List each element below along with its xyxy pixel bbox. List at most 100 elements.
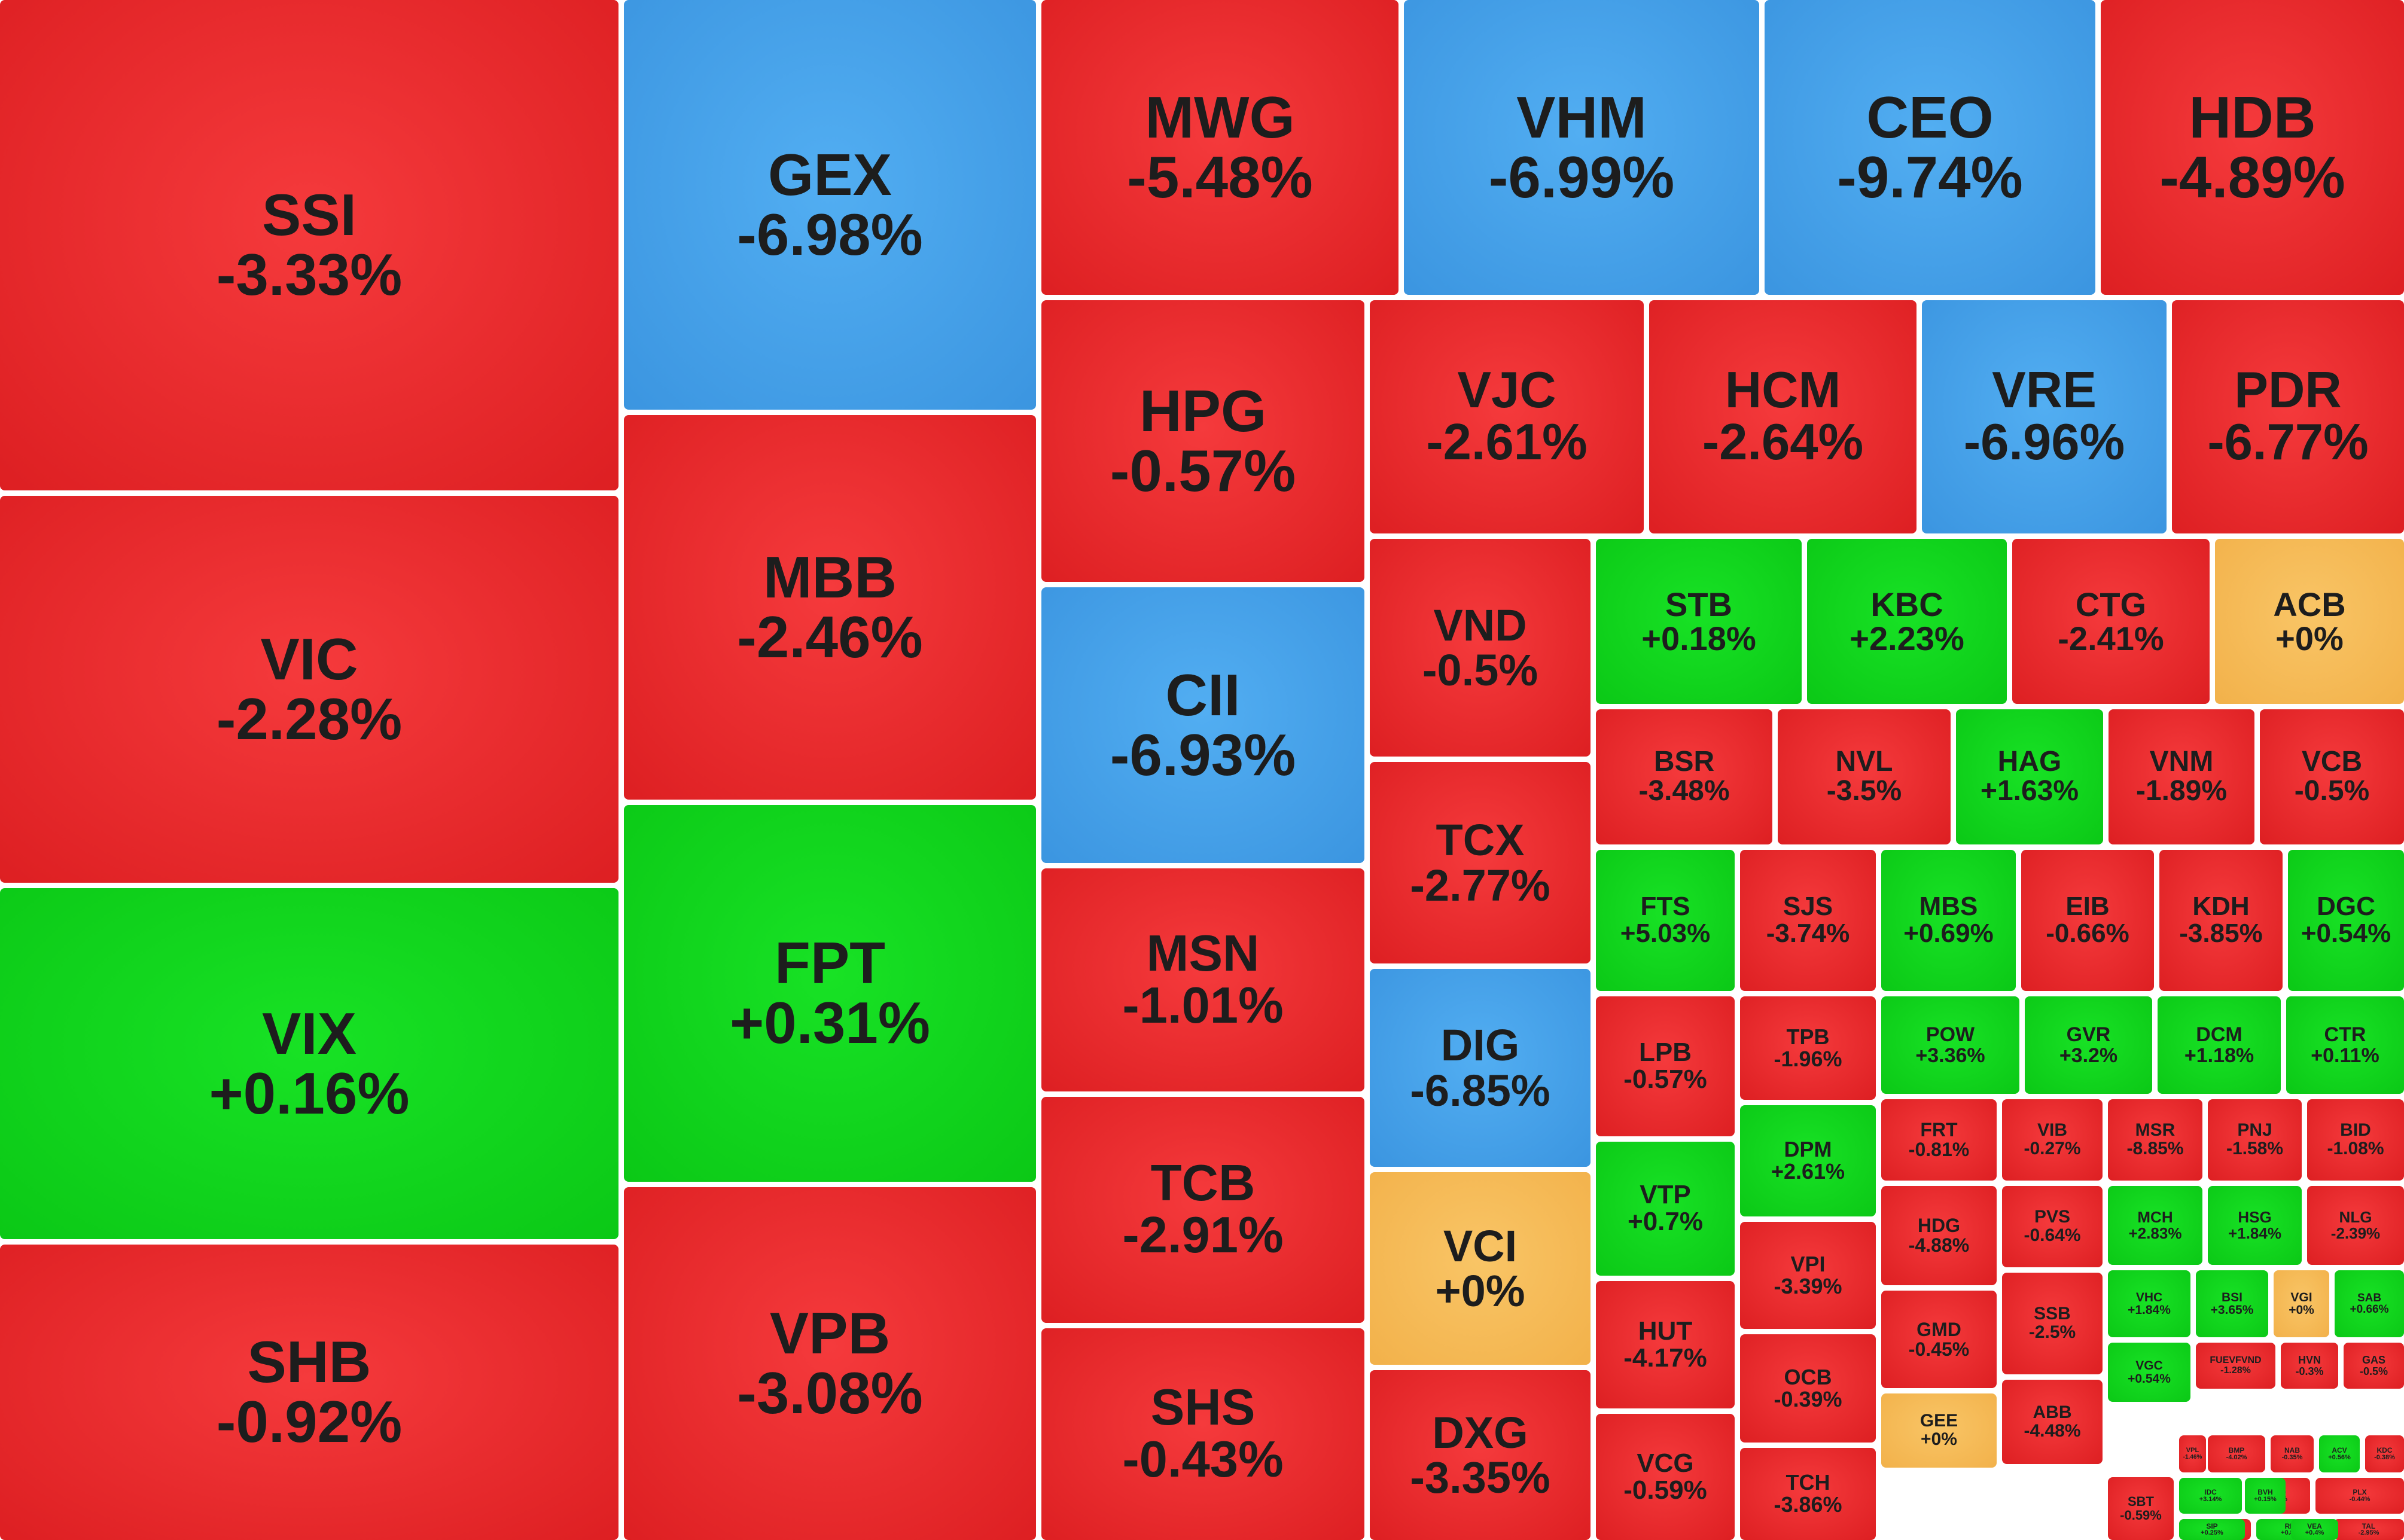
tile-dgc[interactable]: DGC +0.54% xyxy=(2288,850,2404,991)
tile-tal[interactable]: TAL -2.95% xyxy=(2333,1519,2404,1540)
tile-lpb[interactable]: LPB -0.57% xyxy=(1596,996,1735,1136)
tile-ocb[interactable]: OCB -0.39% xyxy=(1740,1334,1876,1443)
tile-bsr[interactable]: BSR -3.48% xyxy=(1596,709,1772,844)
tile-msr[interactable]: MSR -8.85% xyxy=(2108,1099,2202,1181)
tile-pvs[interactable]: PVS -0.64% xyxy=(2002,1186,2103,1267)
tile-vcg[interactable]: VCG -0.59% xyxy=(1596,1414,1735,1540)
tile-plx[interactable]: PLX -0.44% xyxy=(2315,1478,2404,1514)
tile-shb[interactable]: SHB -0.92% xyxy=(0,1245,618,1540)
tile-gee[interactable]: GEE +0% xyxy=(1881,1393,1997,1468)
tile-bvh[interactable]: BVH +0.15% xyxy=(2245,1478,2286,1514)
tile-hsg[interactable]: HSG +1.84% xyxy=(2208,1186,2302,1265)
tile-eib[interactable]: EIB -0.66% xyxy=(2021,850,2154,991)
tile-acv[interactable]: ACV +0.56% xyxy=(2319,1435,2360,1472)
tile-ssi[interactable]: SSI -3.33% xyxy=(0,0,618,490)
tile-hdb[interactable]: HDB -4.89% xyxy=(2101,0,2404,295)
tile-ctr[interactable]: CTR +0.11% xyxy=(2286,996,2404,1094)
tile-symbol: OCB xyxy=(1784,1364,1832,1389)
tile-dig[interactable]: DIG -6.85% xyxy=(1370,969,1591,1167)
tile-vpi[interactable]: VPI -3.39% xyxy=(1740,1222,1876,1329)
tile-hpg[interactable]: HPG -0.57% xyxy=(1041,300,1364,582)
tile-bsi[interactable]: BSI +3.65% xyxy=(2196,1270,2268,1337)
tile-nvl[interactable]: NVL -3.5% xyxy=(1778,709,1951,844)
tile-vtp[interactable]: VTP +0.7% xyxy=(1596,1142,1735,1276)
tile-vpl[interactable]: VPL -1.46% xyxy=(2179,1435,2206,1472)
tile-fts[interactable]: FTS +5.03% xyxy=(1596,850,1735,991)
tile-mbb[interactable]: MBB -2.46% xyxy=(624,415,1036,800)
tile-bid[interactable]: BID -1.08% xyxy=(2307,1099,2404,1181)
tile-hut[interactable]: HUT -4.17% xyxy=(1596,1281,1735,1408)
tile-fpt[interactable]: FPT +0.31% xyxy=(624,805,1036,1182)
tile-ceo[interactable]: CEO -9.74% xyxy=(1765,0,2095,295)
tile-stb[interactable]: STB +0.18% xyxy=(1596,539,1802,704)
tile-tcb[interactable]: TCB -2.91% xyxy=(1041,1097,1364,1323)
tile-symbol: VPB xyxy=(769,1300,891,1367)
tile-sip[interactable]: SIP +0.25% xyxy=(2179,1519,2245,1540)
tile-change: +0.18% xyxy=(1641,620,1756,657)
tile-symbol: FRT xyxy=(1920,1119,1958,1141)
tile-idc[interactable]: IDC +3.14% xyxy=(2179,1478,2242,1514)
tile-shs[interactable]: SHS -0.43% xyxy=(1041,1328,1364,1540)
tile-mwg[interactable]: MWG -5.48% xyxy=(1041,0,1398,295)
tile-hag[interactable]: HAG +1.63% xyxy=(1956,709,2103,844)
tile-nlg[interactable]: NLG -2.39% xyxy=(2307,1186,2404,1265)
tile-hvn[interactable]: HVN -0.3% xyxy=(2281,1343,2338,1389)
tile-vix[interactable]: VIX +0.16% xyxy=(0,888,618,1239)
tile-vjc[interactable]: VJC -2.61% xyxy=(1370,300,1644,533)
tile-fuevfvnd[interactable]: FUEVFVND -1.28% xyxy=(2196,1343,2275,1389)
tile-tpb[interactable]: TPB -1.96% xyxy=(1740,996,1876,1100)
tile-tch[interactable]: TCH -3.86% xyxy=(1740,1448,1876,1540)
tile-mch[interactable]: MCH +2.83% xyxy=(2108,1186,2202,1265)
tile-dcm[interactable]: DCM +1.18% xyxy=(2158,996,2281,1094)
tile-hdg[interactable]: HDG -4.88% xyxy=(1881,1186,1997,1285)
tile-vic[interactable]: VIC -2.28% xyxy=(0,496,618,883)
tile-vea[interactable]: VEA +0.4% xyxy=(2291,1519,2338,1540)
tile-dxg[interactable]: DXG -3.35% xyxy=(1370,1370,1591,1540)
tile-frt[interactable]: FRT -0.81% xyxy=(1881,1099,1997,1181)
tile-change: -0.27% xyxy=(2024,1139,2081,1158)
tile-kdh[interactable]: KDH -3.85% xyxy=(2159,850,2283,991)
tile-vnm[interactable]: VNM -1.89% xyxy=(2109,709,2254,844)
tile-kdc[interactable]: KDC -0.38% xyxy=(2365,1435,2404,1472)
tile-kbc[interactable]: KBC +2.23% xyxy=(1807,539,2007,704)
tile-nab[interactable]: NAB -0.35% xyxy=(2271,1435,2314,1472)
tile-change: -0.44% xyxy=(2349,1495,2371,1503)
tile-dpm[interactable]: DPM +2.61% xyxy=(1740,1105,1876,1216)
tile-change: -3.39% xyxy=(1774,1273,1842,1298)
tile-acb[interactable]: ACB +0% xyxy=(2215,539,2404,704)
tile-pdr[interactable]: PDR -6.77% xyxy=(2172,300,2404,533)
tile-vpb[interactable]: VPB -3.08% xyxy=(624,1187,1036,1540)
tile-sab[interactable]: SAB +0.66% xyxy=(2335,1270,2404,1337)
tile-tcx[interactable]: TCX -2.77% xyxy=(1370,762,1591,963)
tile-ssb[interactable]: SSB -2.5% xyxy=(2002,1273,2103,1374)
tile-symbol: VHC xyxy=(2135,1290,2163,1304)
tile-vcb[interactable]: VCB -0.5% xyxy=(2260,709,2404,844)
tile-pnj[interactable]: PNJ -1.58% xyxy=(2208,1099,2302,1181)
tile-msn[interactable]: MSN -1.01% xyxy=(1041,868,1364,1091)
tile-hcm[interactable]: HCM -2.64% xyxy=(1649,300,1917,533)
tile-change: -0.38% xyxy=(2374,1453,2395,1461)
tile-symbol: GEE xyxy=(1919,1411,1958,1431)
tile-symbol: LPB xyxy=(1639,1038,1692,1068)
tile-gex[interactable]: GEX -6.98% xyxy=(624,0,1036,410)
tile-vnd[interactable]: VND -0.5% xyxy=(1370,539,1591,757)
tile-sjs[interactable]: SJS -3.74% xyxy=(1740,850,1876,991)
tile-vre[interactable]: VRE -6.96% xyxy=(1922,300,2167,533)
tile-abb[interactable]: ABB -4.48% xyxy=(2002,1380,2103,1464)
tile-gvr[interactable]: GVR +3.2% xyxy=(2025,996,2152,1094)
tile-vhm[interactable]: VHM -6.99% xyxy=(1404,0,1759,295)
tile-vci[interactable]: VCI +0% xyxy=(1370,1172,1591,1365)
tile-vhc[interactable]: VHC +1.84% xyxy=(2108,1270,2190,1337)
tile-bmp[interactable]: BMP -4.02% xyxy=(2208,1435,2265,1472)
tile-sbt[interactable]: SBT -0.59% xyxy=(2108,1477,2174,1540)
tile-gmd[interactable]: GMD -0.45% xyxy=(1881,1291,1997,1388)
tile-ctg[interactable]: CTG -2.41% xyxy=(2012,539,2210,704)
tile-pow[interactable]: POW +3.36% xyxy=(1881,996,2019,1094)
tile-vib[interactable]: VIB -0.27% xyxy=(2002,1099,2103,1181)
tile-mbs[interactable]: MBS +0.69% xyxy=(1881,850,2016,991)
tile-symbol: TCX xyxy=(1436,815,1525,865)
tile-vgi[interactable]: VGI +0% xyxy=(2274,1270,2329,1337)
tile-gas[interactable]: GAS -0.5% xyxy=(2344,1343,2404,1389)
tile-cii[interactable]: CII -6.93% xyxy=(1041,587,1364,863)
tile-vgc[interactable]: VGC +0.54% xyxy=(2108,1343,2190,1402)
